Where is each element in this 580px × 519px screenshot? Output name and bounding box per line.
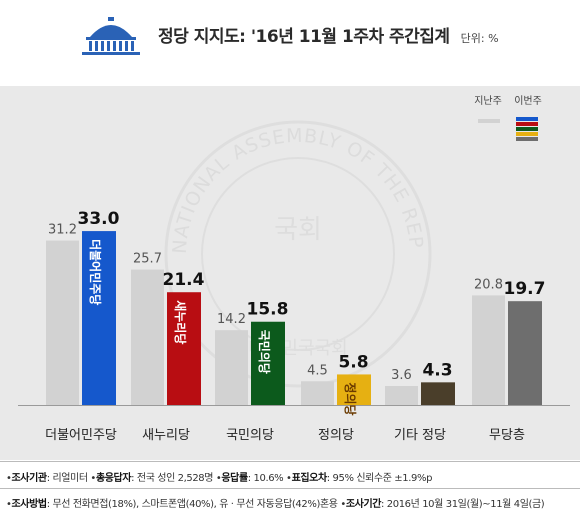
bar-previous-week [301,381,334,405]
footer-bullet: • [283,473,292,484]
unit-label: 단위: % [460,32,499,45]
data-label-previous: 20.8 [474,277,503,292]
footer-value: : 10.6% [247,473,284,484]
footer-bullet: • [6,499,12,510]
footer-bullet: • [87,473,96,484]
x-tick-label: 새누리당 [142,428,190,443]
legend-label-previous: 지난주 [474,95,502,107]
footer-value: : 95% 신뢰수준 ±1.9%p [326,473,433,484]
footer-bullet: • [6,473,12,484]
footer-label: 총응답자 [95,473,132,484]
header: 정당 지지도: '16년 11월 1주차 주간집계 단위: % [0,0,580,86]
legend-swatch-current [516,117,538,121]
x-tick-label: 국민의당 [226,428,274,443]
data-label-current: 21.4 [163,270,205,290]
bar-previous-week [472,295,505,405]
footer-divider [0,488,580,489]
footer-label: 표집오차 [291,473,328,484]
bar-previous-week [215,330,248,405]
watermark-center-text: 국회 [274,215,322,245]
party-logo-text: 정의당 [343,382,358,415]
bar-current-week [82,231,116,405]
data-label-current: 5.8 [338,352,368,372]
footer-divider [0,461,580,462]
bar-previous-week [131,269,164,405]
footer-bullet: • [213,473,222,484]
national-assembly-logo-icon [82,17,140,55]
bar-previous-week [385,386,418,405]
data-label-current: 19.7 [504,279,546,299]
x-axis-labels: 더불어민주당 새누리당 국민의당 정의당 기타 정당 무당층 [45,428,525,443]
bar-current-week [167,292,201,405]
footer-value: : 2016년 10월 31일(월)~11월 4일(금) [381,499,545,510]
bar-current-week [251,321,285,405]
data-label-previous: 31.2 [48,223,77,238]
legend-swatch-current [516,132,538,136]
data-label-previous: 3.6 [391,368,412,383]
data-label-current: 4.3 [422,360,452,380]
footer-label: 조사방법 [11,499,48,510]
party-logo-text: 더불어민주당 [88,239,103,305]
legend-swatch-current [516,127,538,131]
footer-label: 응답률 [221,473,248,484]
data-label-previous: 14.2 [217,312,246,327]
bar-previous-week [46,240,79,405]
data-label-current: 33.0 [78,209,120,229]
footer: •조사기관: 리얼미터 •총응답자: 전국 성인 2,528명 •응답률: 10… [0,460,580,519]
bar-chart: NATIONAL ASSEMBLY OF THE REPUBLIC OF KOR… [0,86,570,443]
party-logo-text: 새누리당 [173,300,188,344]
data-label-previous: 25.7 [133,252,162,267]
x-tick-label: 정의당 [318,428,354,443]
footer-value: : 리얼미터 [46,473,88,484]
bars-group: 31.233.0 더불어민주당 25.721.4 새누리당 14.2 15.8 국민의당 4.… [18,209,570,416]
x-tick-label: 무당층 [489,428,525,443]
footer-line-2: •조사방법: 무선 전화면접(18%), 스마트폰앱(40%), 유 · 무선 … [6,495,545,510]
footer-label: 조사기간 [345,499,382,510]
bar-current-week [421,382,455,405]
chart-title: 정당 지지도: '16년 11월 1주차 주간집계 [158,27,450,47]
bar-current-week [337,374,371,405]
legend-label-current: 이번주 [514,95,542,107]
bar-current-week [508,301,542,405]
footer-value: : 무선 전화면접(18%), 스마트폰앱(40%), 유 · 무선 자동응답(… [46,499,338,510]
footer-value: : 전국 성인 2,528명 [131,473,214,484]
data-label-previous: 4.5 [307,363,328,378]
x-tick-label: 기타 정당 [394,428,446,443]
footer-line-1: •조사기관: 리얼미터 •총응답자: 전국 성인 2,528명 •응답률: 10… [6,469,432,484]
legend-swatch-current [516,137,538,141]
footer-label: 조사기관 [11,473,48,484]
legend: 지난주 이번주 [474,95,542,141]
legend-swatch-previous [478,119,500,123]
legend-swatch-current [516,122,538,126]
x-tick-label: 더불어민주당 [45,428,117,443]
title-row: 정당 지지도: '16년 11월 1주차 주간집계 단위: % [158,22,499,47]
party-logo-text: 국민의당 [257,330,272,374]
data-label-current: 15.8 [247,300,289,320]
footer-bullet: • [337,499,346,510]
